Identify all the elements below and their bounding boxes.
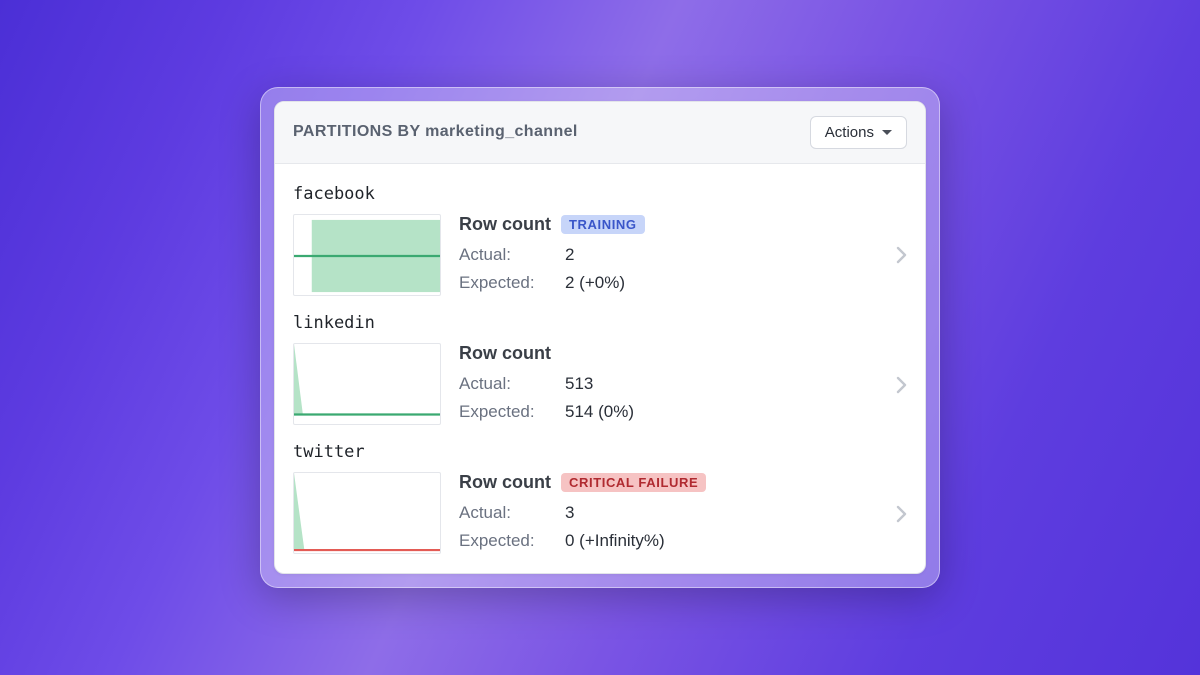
partition-details: Row count TRAINING Actual: 2 Expected: 2… xyxy=(459,214,907,297)
expected-label: Expected: xyxy=(459,269,565,297)
partition-name: twitter xyxy=(293,440,907,472)
actual-label: Actual: xyxy=(459,241,565,269)
metric-name: Row count xyxy=(459,343,551,364)
card-header: PARTITIONS BY marketing_channel Actions xyxy=(275,102,925,164)
expected-label: Expected: xyxy=(459,398,565,426)
sparkline-chart xyxy=(293,214,441,296)
actual-label: Actual: xyxy=(459,499,565,527)
partition-details: Row count Actual: 513 Expected: 514 (0%) xyxy=(459,343,907,426)
partition-row[interactable]: Row count TRAINING Actual: 2 Expected: 2… xyxy=(293,214,907,297)
chevron-right-icon xyxy=(896,246,907,264)
partition-row[interactable]: Row count Actual: 513 Expected: 514 (0%) xyxy=(293,343,907,426)
status-badge: CRITICAL FAILURE xyxy=(561,473,706,492)
chevron-right-icon xyxy=(896,505,907,523)
actions-button[interactable]: Actions xyxy=(810,116,907,149)
partition: twitter Row count CRITICAL FAILURE Actua… xyxy=(293,432,907,555)
partition-name: facebook xyxy=(293,182,907,214)
partition-name: linkedin xyxy=(293,311,907,343)
outer-frame: PARTITIONS BY marketing_channel Actions … xyxy=(260,87,940,588)
expected-label: Expected: xyxy=(459,527,565,555)
expected-value: 514 (0%) xyxy=(565,398,634,426)
partition: facebook Row count TRAINING Actual: 2 Ex… xyxy=(293,174,907,297)
chevron-down-icon xyxy=(882,130,892,135)
partition-row[interactable]: Row count CRITICAL FAILURE Actual: 3 Exp… xyxy=(293,472,907,555)
actual-label: Actual: xyxy=(459,370,565,398)
card-body: facebook Row count TRAINING Actual: 2 Ex… xyxy=(275,164,925,573)
metric-name: Row count xyxy=(459,214,551,235)
expected-value: 2 (+0%) xyxy=(565,269,625,297)
actual-value: 513 xyxy=(565,370,593,398)
sparkline-chart xyxy=(293,343,441,425)
partition-details: Row count CRITICAL FAILURE Actual: 3 Exp… xyxy=(459,472,907,555)
actual-value: 3 xyxy=(565,499,574,527)
status-badge: TRAINING xyxy=(561,215,645,234)
partition: linkedin Row count Actual: 513 Expected:… xyxy=(293,303,907,426)
metric-name: Row count xyxy=(459,472,551,493)
actual-value: 2 xyxy=(565,241,574,269)
partitions-card: PARTITIONS BY marketing_channel Actions … xyxy=(274,101,926,574)
card-header-title: PARTITIONS BY marketing_channel xyxy=(293,123,578,141)
sparkline-chart xyxy=(293,472,441,554)
expected-value: 0 (+Infinity%) xyxy=(565,527,665,555)
actions-button-label: Actions xyxy=(825,124,874,141)
chevron-right-icon xyxy=(896,376,907,394)
